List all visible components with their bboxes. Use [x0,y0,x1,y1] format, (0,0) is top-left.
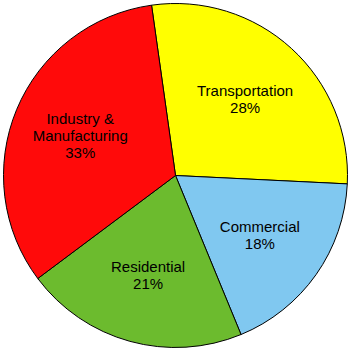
slice-label: Commercial18% [200,218,320,252]
slice-label: Residential21% [88,258,208,292]
value-label: 18% [200,235,320,252]
chart-wrap: Transportation28% Commercial18% Residentia… [0,0,351,351]
pie-slice [3,5,175,278]
category-label: Transportation [185,82,305,99]
pie-svg [0,0,351,351]
value-label: 28% [185,99,305,116]
value-label: 33% [20,144,140,161]
category-label: Residential [88,258,208,275]
slice-label: Transportation28% [185,82,305,116]
category-label: Commercial [200,218,320,235]
value-label: 21% [88,275,208,292]
slice-label: Industry & Manufacturing33% [20,110,140,161]
category-label: Industry & Manufacturing [20,110,140,144]
pie-slice [152,4,348,184]
